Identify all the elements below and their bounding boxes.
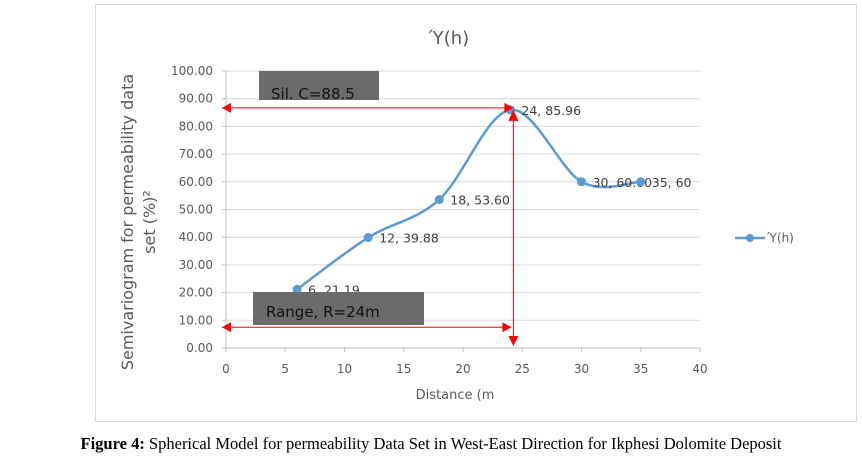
data-label: 35, 60 — [652, 175, 692, 190]
y-tick-label: 20.00 — [179, 286, 213, 300]
y-tick-label: 0.00 — [186, 341, 213, 355]
y-tick-label: 100.00 — [171, 64, 213, 78]
data-point — [363, 233, 373, 243]
y-tick-label: 50.00 — [179, 203, 213, 217]
y-tick-label: 10.00 — [179, 313, 213, 327]
x-axis-label: Distance (m — [416, 388, 495, 403]
chart-frame — [95, 4, 857, 422]
legend-label: Ύ(h) — [766, 231, 794, 245]
y-tick-label: 40.00 — [179, 230, 213, 244]
data-label: 24, 85.96 — [521, 103, 581, 118]
arrowhead — [508, 109, 519, 121]
x-tick-label: 35 — [633, 362, 648, 376]
legend: Ύ(h) — [735, 231, 794, 245]
data-label: 18, 53.60 — [450, 193, 510, 208]
y-tick-label: 80.00 — [179, 119, 213, 133]
range-box — [253, 292, 424, 325]
figure-caption: Figure 4: Spherical Model for permeabili… — [0, 434, 862, 454]
chart: Ύ(h) 0.00 10.00 20.00 30.00 40.00 50.00 60.00 7… — [118, 28, 794, 403]
arrowhead — [222, 102, 231, 113]
arrowhead — [504, 102, 514, 113]
x-tick-label: 30 — [574, 362, 589, 376]
data-point — [434, 195, 444, 205]
arrowhead — [508, 336, 519, 346]
arrowhead — [502, 322, 512, 333]
data-point — [292, 284, 302, 294]
data-point — [577, 177, 586, 187]
data-point — [636, 177, 646, 187]
y-tick-label: 90.00 — [179, 92, 213, 106]
x-tick-label: 40 — [692, 362, 707, 376]
data-label: 12, 39.88 — [379, 231, 439, 246]
range-text: Range, R=24m — [266, 303, 380, 321]
arrowhead — [222, 322, 231, 333]
x-tick-label: 5 — [281, 362, 289, 376]
y-axis-label-line: set (%)² — [140, 190, 159, 254]
y-tick-label: 70.00 — [179, 147, 213, 161]
legend-marker — [746, 234, 754, 242]
y-axis-label-line: Semivariogram for permeability data — [118, 74, 137, 370]
x-tick-label: 25 — [515, 362, 530, 376]
chart-title: Ύ(h) — [428, 28, 469, 49]
caption-text: Spherical Model for permeability Data Se… — [144, 434, 782, 453]
sill-text: Sil. C=88.5 — [271, 85, 355, 103]
y-tick-label: 60.00 — [179, 175, 213, 189]
y-axis-label: Semivariogram for permeability data set (… — [118, 74, 159, 370]
caption-label: Figure 4: — [80, 434, 145, 453]
x-tick-label: 15 — [396, 362, 411, 376]
data-label: 30, 60.00 — [593, 175, 653, 190]
sill-box — [259, 71, 379, 100]
x-tick-label: 20 — [455, 362, 470, 376]
x-tick-label: 10 — [337, 362, 352, 376]
y-tick-label: 30.00 — [179, 258, 213, 272]
x-tick-label: 0 — [222, 362, 230, 376]
